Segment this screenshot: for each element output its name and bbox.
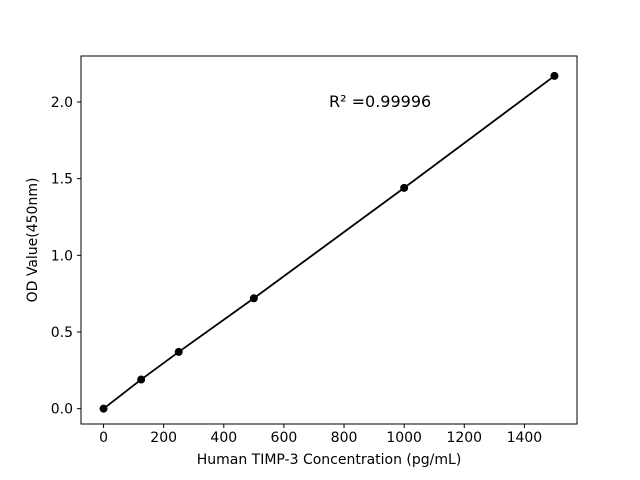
y-tick-label: 2.0	[51, 95, 73, 111]
data-point	[174, 347, 183, 356]
x-tick-label: 1000	[386, 430, 422, 446]
x-tick-label: 1400	[507, 430, 543, 446]
fit-line	[102, 75, 555, 410]
data-point	[550, 71, 559, 80]
x-axis-label: Human TIMP-3 Concentration (pg/mL)	[197, 452, 462, 468]
data-series	[99, 71, 559, 413]
y-axis-ticks: 0.0 0.5 1.0 1.5 2.0	[51, 95, 81, 418]
x-tick-label: 600	[271, 430, 298, 446]
x-tick-label: 200	[150, 430, 177, 446]
data-point	[249, 294, 258, 303]
x-tick-label: 1200	[446, 430, 482, 446]
data-point	[400, 183, 409, 192]
y-tick-label: 0.0	[51, 402, 73, 418]
y-tick-label: 1.5	[51, 172, 73, 188]
x-tick-label: 0	[99, 430, 108, 446]
x-tick-label: 800	[331, 430, 358, 446]
data-point	[137, 375, 146, 384]
x-axis-ticks: 0 200 400 600 800 1000 1200 1400	[99, 424, 542, 446]
y-tick-label: 0.5	[51, 325, 73, 341]
data-point	[99, 404, 108, 413]
plot-area-border	[80, 55, 578, 425]
y-axis-label: OD Value(450nm)	[25, 178, 41, 303]
r-squared-annotation: R² =0.99996	[329, 92, 431, 111]
y-tick-label: 1.0	[51, 248, 73, 264]
x-tick-label: 400	[210, 430, 237, 446]
